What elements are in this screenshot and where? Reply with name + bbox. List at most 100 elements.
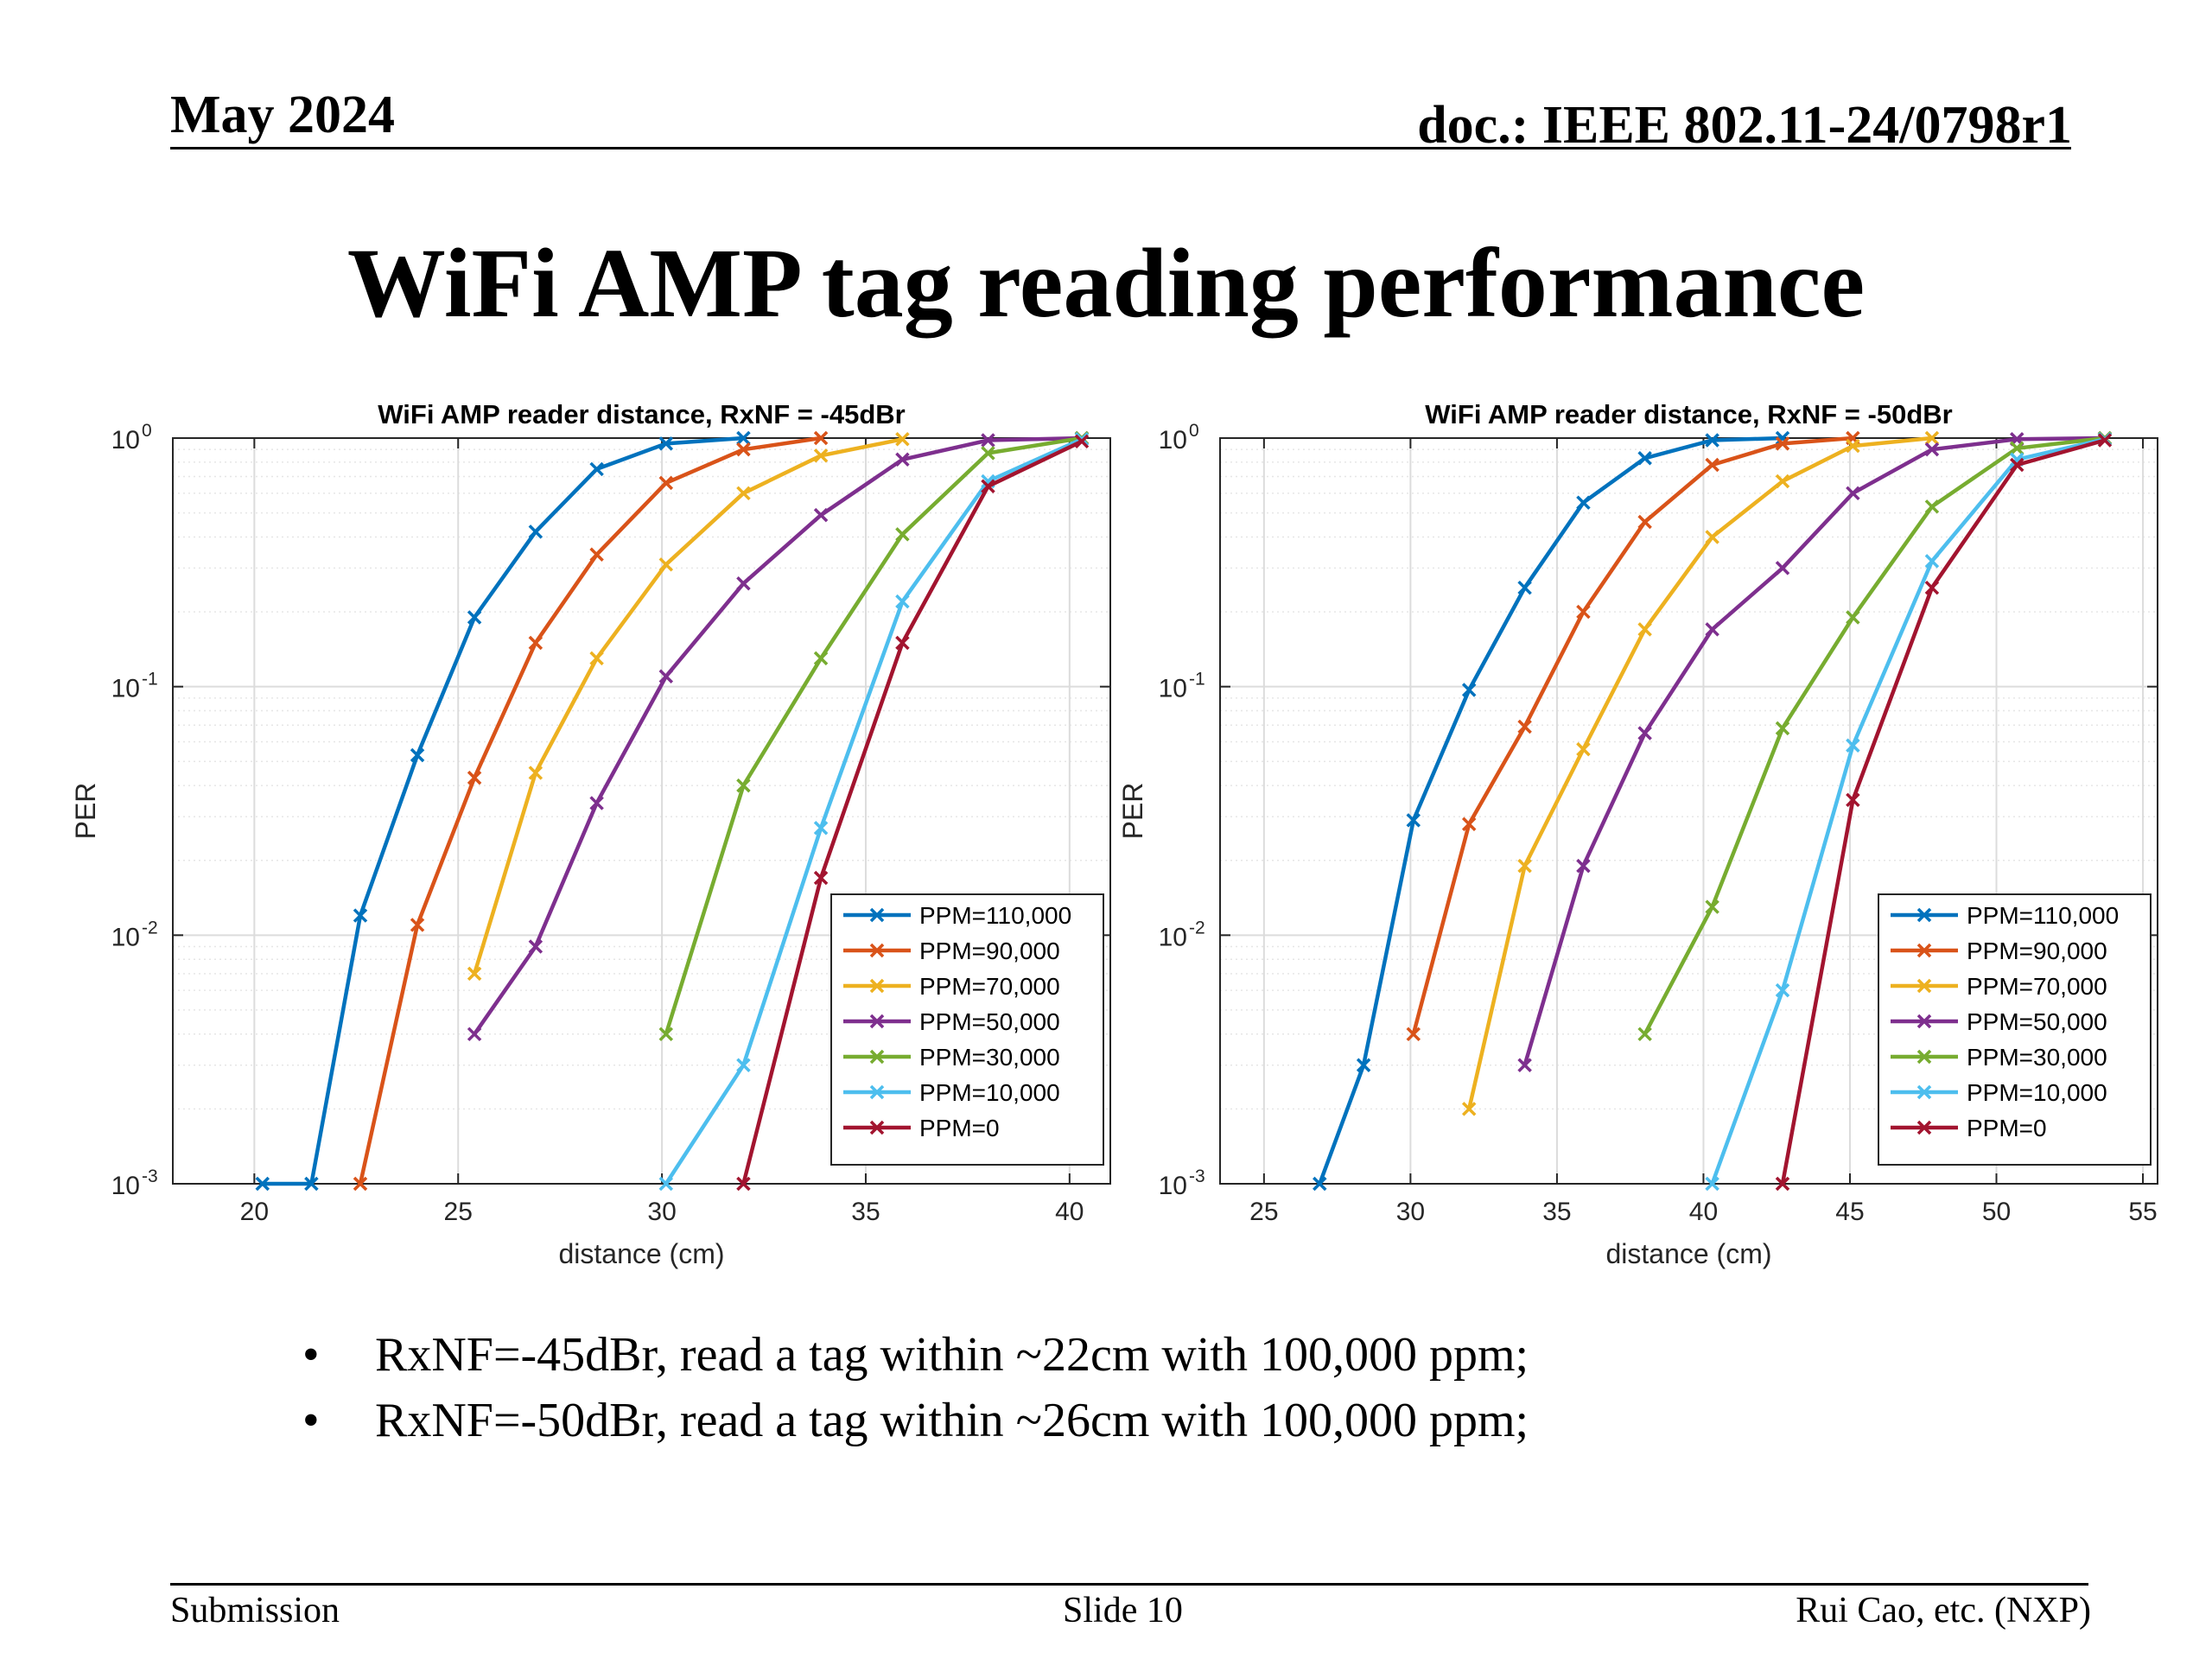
marker-stroke — [589, 651, 604, 666]
marker-stroke — [1406, 1027, 1421, 1042]
marker-stroke — [736, 1058, 751, 1072]
marker-stroke — [1705, 433, 1719, 448]
series-PPM=0 — [1775, 433, 2113, 1192]
legend-label: PPM=30,000 — [1967, 1044, 2107, 1071]
marker-stroke — [1846, 438, 1860, 454]
axes-box — [1219, 437, 2158, 1185]
data-point — [467, 966, 482, 982]
data-point — [1924, 442, 1940, 457]
y-tick-label: 10 — [111, 1172, 140, 1200]
legend-marker — [869, 1014, 885, 1029]
data-point — [1576, 741, 1591, 757]
marker-stroke — [1924, 554, 1940, 569]
legend-label: PPM=70,000 — [1967, 973, 2107, 1000]
legend-label: PPM=10,000 — [1967, 1079, 2107, 1106]
series-PPM=30,000 — [1637, 430, 2113, 1042]
data-point — [1775, 721, 1790, 736]
marker-stroke — [736, 576, 751, 591]
bullet-marker: • — [302, 1394, 320, 1447]
legend-item: PPM=90,000 — [843, 938, 1060, 964]
series-PPM=70,000 — [1461, 430, 1940, 1116]
data-point — [1775, 474, 1790, 489]
data-point — [467, 770, 482, 785]
data-point — [895, 594, 910, 609]
legend-item: PPM=30,000 — [843, 1044, 1060, 1071]
x-tick-label: 30 — [647, 1198, 676, 1226]
marker-stroke — [895, 432, 910, 447]
marker-stroke — [895, 635, 910, 651]
x-tick-label: 35 — [851, 1198, 880, 1226]
series-PPM=110,000 — [1313, 430, 1790, 1192]
legend-label: PPM=10,000 — [919, 1079, 1060, 1106]
y-tick-label: 10 — [1159, 675, 1187, 703]
marker-stroke — [2010, 457, 2024, 473]
data-point — [981, 446, 995, 461]
data-point — [813, 870, 829, 886]
data-point — [736, 1176, 751, 1192]
series-PPM=90,000 — [1406, 430, 1860, 1042]
marker-stroke — [981, 446, 995, 461]
data-point — [1406, 813, 1421, 828]
legend-marker — [869, 907, 885, 923]
data-point — [1313, 1176, 1327, 1192]
marker-stroke — [1775, 721, 1790, 736]
marker-stroke — [981, 474, 995, 489]
marker-stroke — [528, 939, 543, 954]
marker-stroke — [1356, 1058, 1371, 1072]
data-point — [1846, 486, 1860, 501]
data-point — [1775, 561, 1790, 575]
data-point — [658, 557, 674, 572]
marker-stroke — [589, 461, 604, 477]
header-rule — [170, 147, 2071, 149]
series-line — [664, 435, 1083, 1035]
header-date: May 2024 — [170, 86, 396, 144]
data-point — [1705, 433, 1719, 448]
data-point — [813, 448, 829, 463]
data-point — [895, 452, 910, 467]
marker-stroke — [1775, 561, 1790, 575]
marker-stroke — [813, 870, 829, 886]
marker-stroke — [981, 433, 995, 448]
y-tick-label: 10 — [1159, 923, 1187, 951]
y-tick-label: 10 — [1159, 426, 1187, 454]
marker-stroke — [1576, 495, 1591, 510]
marker-stroke — [736, 430, 751, 446]
marker-stroke — [736, 1176, 751, 1192]
marker-stroke — [1924, 430, 1940, 446]
x-axis-label: distance (cm) — [1605, 1238, 1771, 1269]
marker-stroke — [410, 918, 425, 932]
marker-stroke — [589, 547, 604, 563]
data-point — [1924, 554, 1940, 569]
marker-stroke — [1846, 738, 1860, 753]
marker-stroke — [410, 747, 425, 763]
marker-stroke — [467, 966, 482, 982]
marker-stroke — [1705, 530, 1719, 544]
data-point — [1576, 495, 1591, 510]
data-point — [255, 1176, 270, 1192]
y-tick-exponent: -3 — [1189, 1166, 1205, 1186]
marker-stroke — [1705, 622, 1719, 637]
legend-item: PPM=50,000 — [843, 1008, 1060, 1035]
legend-marker — [869, 1084, 885, 1100]
marker-stroke — [1074, 434, 1090, 449]
legend: PPM=110,000 PPM=90,000 PPM=70,000 PPM=50,00… — [1878, 893, 2152, 1166]
footer-rule — [170, 1583, 2088, 1586]
marker-stroke — [658, 669, 674, 683]
y-axis-label: PER — [70, 783, 101, 840]
marker-stroke — [1461, 683, 1477, 697]
legend-label: PPM=70,000 — [919, 973, 1060, 1000]
marker-stroke — [1576, 741, 1591, 757]
data-point — [410, 747, 425, 763]
marker-stroke — [1637, 514, 1652, 530]
legend-label: PPM=0 — [919, 1115, 1000, 1141]
marker-stroke — [658, 557, 674, 572]
x-tick-label: 40 — [1055, 1198, 1084, 1226]
x-tick-label: 35 — [1542, 1198, 1571, 1226]
marker-stroke — [1517, 858, 1532, 874]
marker-stroke — [467, 610, 482, 625]
legend-marker — [1916, 943, 1932, 958]
y-tick-label: 10 — [111, 923, 140, 951]
data-point — [736, 486, 751, 501]
data-point — [1705, 530, 1719, 544]
